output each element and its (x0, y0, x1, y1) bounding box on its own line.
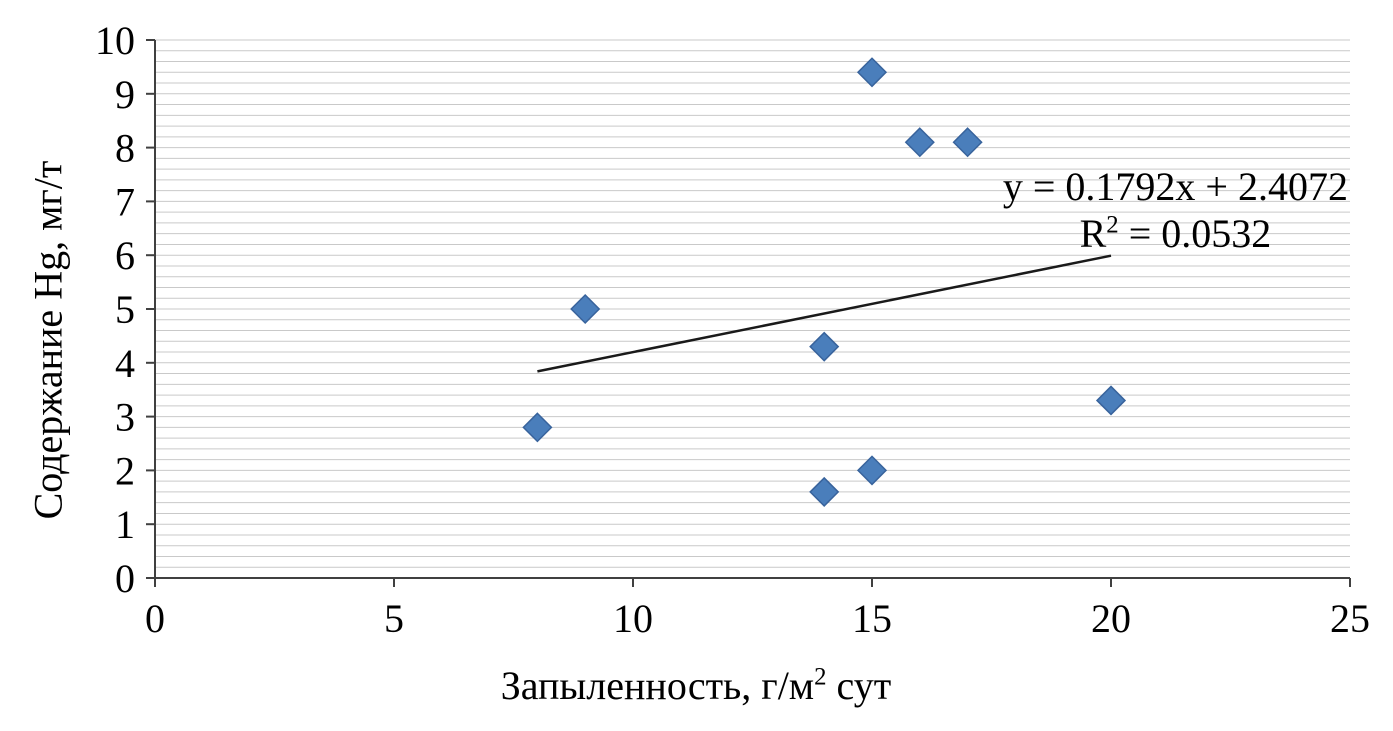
data-points (522, 57, 1127, 507)
data-point (856, 57, 888, 88)
x-axis-title: Запыленность, г/м2 сут (501, 662, 892, 709)
data-point (570, 293, 601, 325)
y-tick-label: 8 (115, 126, 135, 171)
trendline (537, 254, 1112, 373)
data-point (1095, 385, 1127, 416)
y-tick-label: 3 (115, 395, 135, 440)
y-tick-label: 1 (115, 502, 135, 547)
trendline-annotation: y = 0.1792x + 2.4072 R2 = 0.0532 (1003, 163, 1348, 257)
gridlines (155, 39, 1350, 568)
r-squared-value: R2 = 0.0532 (1079, 211, 1272, 257)
y-tick-label: 4 (115, 341, 135, 386)
y-axis-title: Содержание Hg, мг/т (25, 160, 71, 520)
y-tick-label: 0 (115, 556, 135, 601)
y-tick-label: 6 (115, 233, 135, 278)
tick-labels: 0 1 2 3 4 5 6 7 8 9 10 0 5 10 15 20 25 (95, 18, 1370, 641)
x-axis-title-text: Запыленность, г/м (500, 663, 815, 708)
y-tick-label: 9 (115, 72, 135, 117)
x-tick-label: 10 (613, 596, 653, 641)
x-tick-label: 0 (145, 596, 165, 641)
x-tick-label: 25 (1330, 596, 1370, 641)
y-tick-label: 2 (115, 448, 135, 493)
data-point (809, 476, 840, 507)
y-tick-label: 10 (95, 18, 135, 63)
data-point (809, 331, 840, 362)
x-tick-label: 20 (1091, 596, 1131, 641)
axes (146, 39, 1351, 587)
trendline-equation: y = 0.1792x + 2.4072 (1002, 164, 1348, 209)
y-tick-label: 7 (115, 179, 135, 224)
x-axis-title-suffix: сут (826, 663, 892, 708)
data-point (522, 412, 553, 443)
data-point (952, 127, 983, 158)
data-point (856, 455, 888, 486)
y-tick-label: 5 (115, 287, 135, 332)
r-squared-superscript: 2 (1106, 211, 1119, 239)
data-point (904, 127, 935, 158)
x-axis-title-superscript: 2 (814, 663, 827, 691)
x-tick-label: 5 (384, 596, 404, 641)
x-tick-label: 15 (852, 596, 892, 641)
